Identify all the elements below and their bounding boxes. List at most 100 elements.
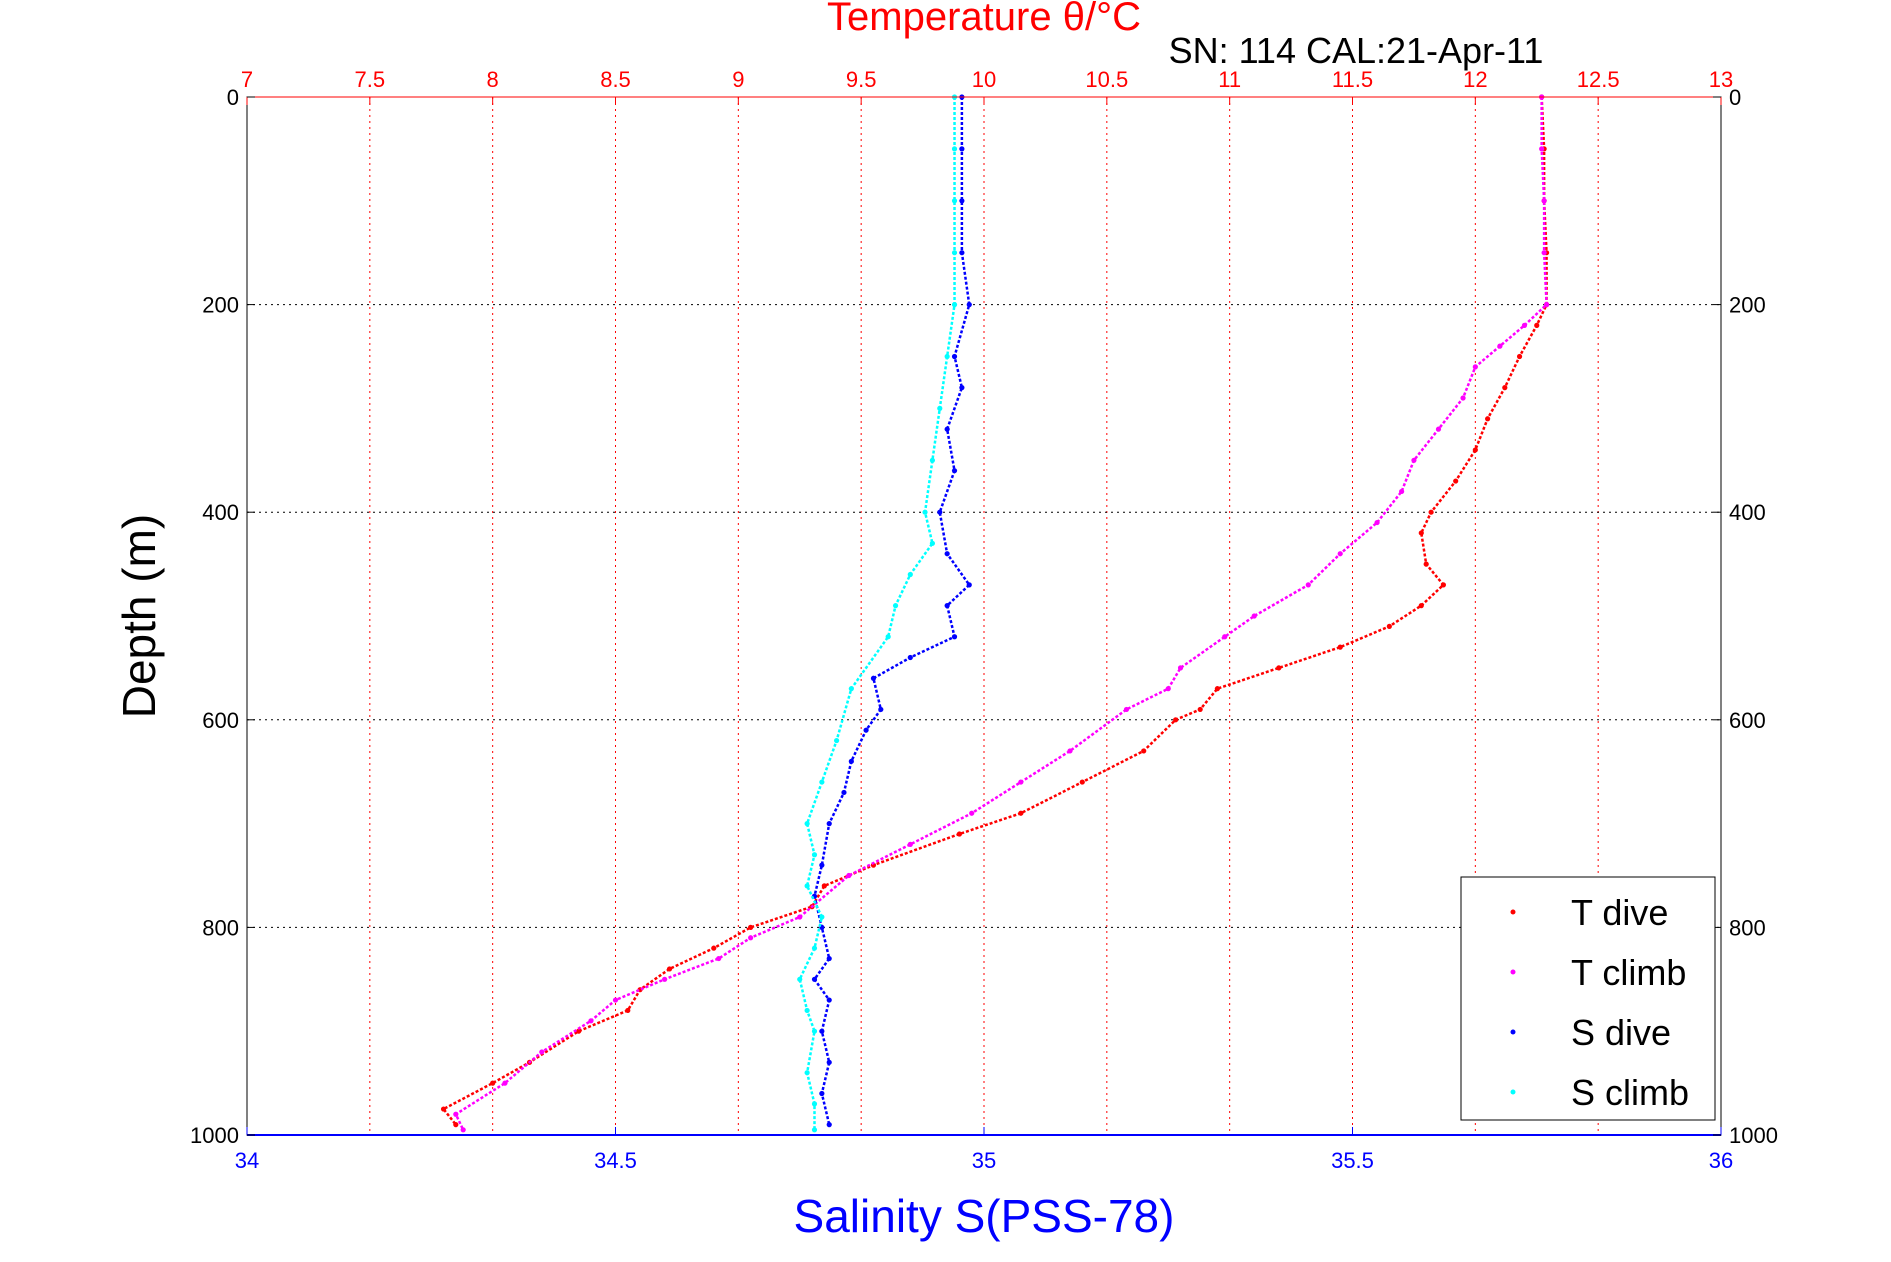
data-point [826,955,832,962]
data-point [929,540,936,546]
data-point [1251,613,1257,619]
data-point [1543,302,1550,308]
legend-label: T dive [1571,892,1668,933]
data-point [453,1122,459,1128]
series-trace [454,97,1548,1131]
series-layer [440,94,1550,1133]
data-point [811,1101,818,1107]
data-point [1222,634,1228,640]
left-tick-label: 400 [202,500,239,525]
legend-marker [1510,1089,1516,1095]
data-point [969,810,975,816]
top-tick-label: 9 [732,67,744,92]
data-point [959,198,965,204]
data-point [951,198,958,204]
data-point [1541,198,1547,204]
data-point [1440,582,1446,588]
legend-marker [1510,969,1516,975]
left-tick-label: 800 [202,915,239,940]
data-point [811,852,818,858]
data-point [539,1049,545,1055]
data-point [951,302,958,308]
y-axis-title: Depth (m) [113,514,165,718]
data-point [944,603,950,609]
series-s-dive [811,94,972,1128]
data-point [1165,686,1171,692]
top-tick-label: 8.5 [600,67,631,92]
data-point [1337,551,1343,557]
right-tick-label: 200 [1729,293,1766,318]
data-point [811,1028,818,1034]
right-tick-label: 800 [1729,915,1766,940]
data-point [1472,364,1478,370]
data-point [819,914,825,920]
data-point [1399,488,1405,495]
data-point [1276,665,1282,671]
data-point [612,997,619,1003]
data-point [804,883,810,889]
data-point [748,935,754,941]
right-tick-label: 400 [1729,500,1766,525]
data-point [821,883,827,889]
data-point [1428,509,1434,515]
top-tick-label: 11.5 [1332,67,1373,92]
top-tick-label: 11 [1218,67,1241,92]
top-tick-label: 13 [1709,67,1733,92]
bottom-tick-label: 35.5 [1331,1148,1374,1173]
data-point [748,924,754,931]
data-point [1460,395,1466,401]
top-tick-label: 9.5 [846,67,877,92]
data-point [1123,706,1130,713]
data-point [811,976,818,982]
right-tick-label: 0 [1729,85,1741,110]
data-point [1337,644,1343,650]
data-point [502,1080,508,1086]
data-point [1173,717,1179,723]
series-trace [441,96,1548,1126]
left-tick-label: 600 [202,708,239,733]
data-point [956,831,963,837]
data-point [1516,353,1523,360]
top-tick-label: 10 [972,67,996,92]
data-point [937,509,943,515]
data-point [848,686,854,692]
legend-label: S dive [1571,1012,1671,1053]
data-point [951,468,958,474]
top-tick-label: 12 [1463,67,1487,92]
data-point [966,582,972,588]
ticks-layer: 7 7.5 8 8.5 9 9.5 10 10.5 11 11.5 12 12.5 13 34 34.5 35… [190,67,1778,1173]
data-point [804,821,810,827]
data-point [841,789,847,796]
data-point [885,634,891,640]
legend-marker [1510,1029,1516,1035]
data-point [811,945,818,951]
data-point [848,758,854,764]
data-point [1423,561,1429,567]
data-point [1472,447,1478,453]
bottom-tick-label: 35 [972,1148,996,1173]
left-tick-label: 0 [227,85,239,110]
top-tick-label: 10.5 [1085,67,1128,92]
top-tick-label: 7.5 [355,67,386,92]
data-point [944,426,950,432]
data-point [576,1028,582,1034]
data-point [819,1090,825,1097]
data-point [1502,385,1508,391]
data-point [797,976,803,982]
data-point [588,1018,594,1024]
data-point [907,571,913,578]
top-tick-label: 12.5 [1577,67,1620,92]
data-point [826,997,832,1003]
left-tick-label: 200 [202,293,239,318]
data-point [1214,686,1220,692]
data-point [804,1007,810,1014]
right-tick-label: 600 [1729,708,1766,733]
data-point [1418,603,1424,609]
data-point [1197,706,1203,713]
data-point [804,1070,810,1076]
data-point [1374,519,1380,526]
data-point [922,509,928,515]
data-point [1497,343,1503,349]
data-point [929,457,936,463]
data-point [863,727,869,733]
